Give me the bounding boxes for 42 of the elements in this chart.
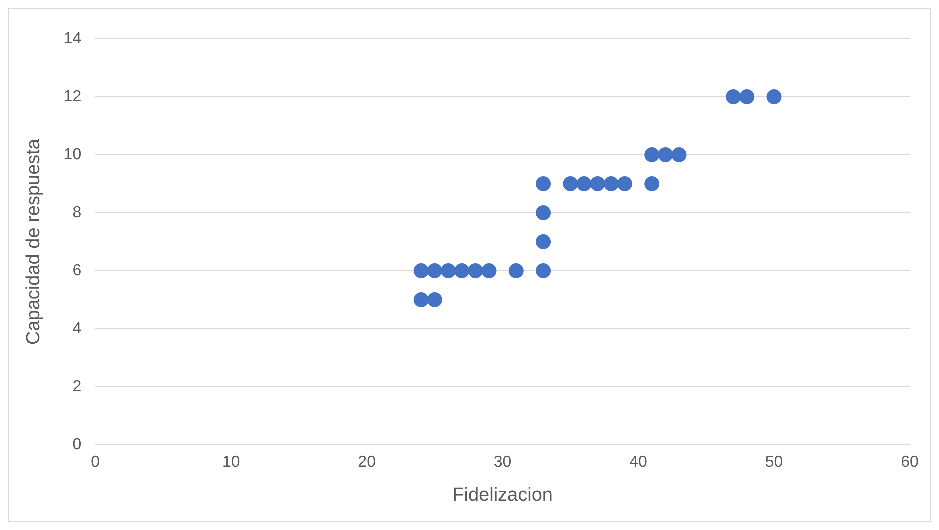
y-axis-title: Capacidad de respuesta <box>24 138 45 345</box>
x-axis-title: Fidelizacion <box>452 484 553 506</box>
point <box>536 176 552 192</box>
point <box>563 176 578 192</box>
x-tick-label: 10 <box>222 454 240 472</box>
point <box>414 292 429 308</box>
x-tick-label: 50 <box>765 454 784 472</box>
point <box>427 264 442 278</box>
point <box>726 90 742 104</box>
y-tick-label: 0 <box>72 436 82 454</box>
point <box>536 206 552 220</box>
point <box>508 264 524 278</box>
x-tick-label: 30 <box>494 454 512 472</box>
point <box>468 264 484 278</box>
point <box>414 264 429 278</box>
point <box>766 90 782 104</box>
y-tick-label: 8 <box>72 204 82 222</box>
y-tick-label: 4 <box>72 320 82 338</box>
point <box>536 264 552 278</box>
point <box>644 176 660 192</box>
point <box>672 148 687 162</box>
point <box>658 148 674 162</box>
y-tick-label: 6 <box>72 262 82 280</box>
point <box>617 176 632 192</box>
y-tick-label: 2 <box>72 378 82 396</box>
x-tick-label: 40 <box>630 454 648 472</box>
point <box>740 90 755 104</box>
point <box>427 292 442 308</box>
point <box>576 176 592 192</box>
point <box>536 234 552 250</box>
y-tick-label: 14 <box>64 30 82 48</box>
x-tick-label: 0 <box>91 454 100 472</box>
y-tick-label: 10 <box>64 146 82 164</box>
y-tick-label: 12 <box>64 88 82 106</box>
point <box>482 264 497 278</box>
point <box>644 148 660 162</box>
point <box>604 176 619 192</box>
point <box>441 264 456 278</box>
point <box>454 264 470 278</box>
point <box>590 176 606 192</box>
x-tick-label: 20 <box>358 454 376 472</box>
x-tick-label: 60 <box>901 454 919 472</box>
